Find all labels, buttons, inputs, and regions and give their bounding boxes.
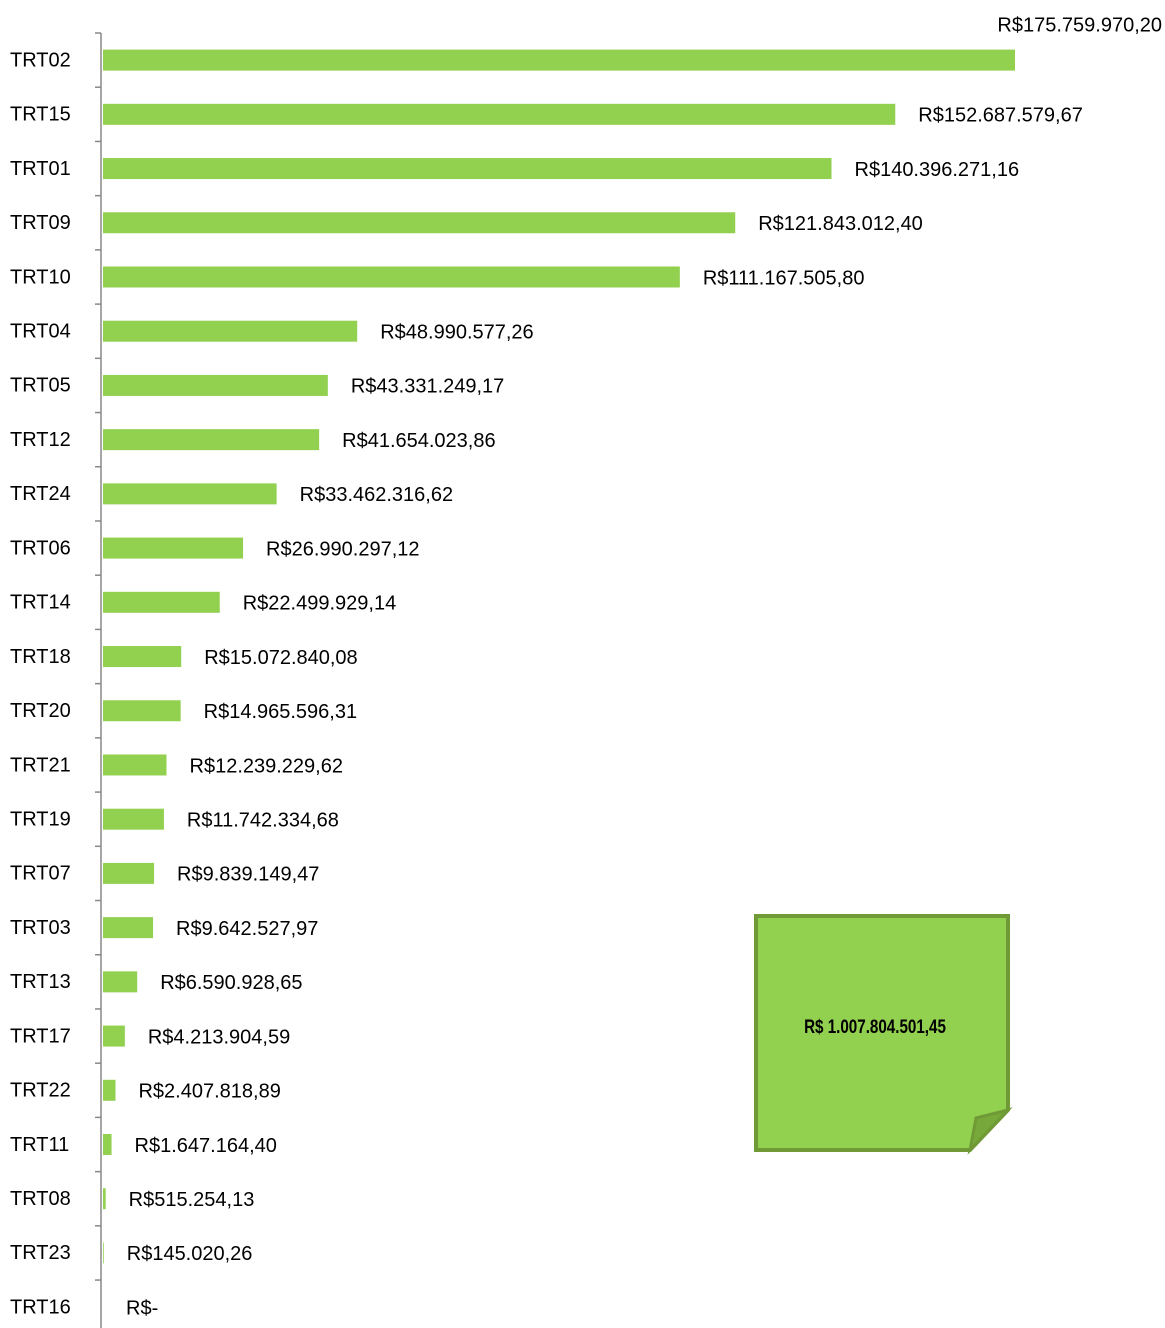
value-label: R$145.020,26 <box>127 1243 253 1265</box>
bar <box>103 483 277 505</box>
value-label: R$121.843.012,40 <box>758 213 923 235</box>
y-tick-label: TRT08 <box>10 1188 71 1210</box>
value-label: R$9.642.527,97 <box>176 918 318 940</box>
y-tick-label: TRT15 <box>10 104 71 126</box>
bar <box>103 1188 106 1210</box>
bar <box>103 1079 116 1101</box>
bar <box>103 103 896 125</box>
bar <box>103 266 680 288</box>
bar <box>103 158 832 180</box>
bar <box>103 591 220 613</box>
bar <box>103 1242 104 1264</box>
annotation-text: R$ 1.007.804.501,45 <box>804 1015 946 1037</box>
bar <box>103 754 167 776</box>
annotation-note: R$ 1.007.804.501,45 <box>754 914 1013 1155</box>
bar <box>103 212 736 234</box>
bar <box>103 429 320 451</box>
bar <box>103 374 328 396</box>
y-tick-label: TRT17 <box>10 1025 71 1047</box>
bar <box>103 700 181 722</box>
bar <box>103 1134 112 1156</box>
value-label: R$515.254,13 <box>129 1189 255 1211</box>
value-label: R$43.331.249,17 <box>351 376 504 398</box>
y-tick-label: TRT11 <box>10 1134 69 1156</box>
value-label: R$1.647.164,40 <box>135 1135 277 1157</box>
bar <box>103 537 244 559</box>
value-label: R$48.990.577,26 <box>380 321 533 343</box>
y-tick-label: TRT21 <box>10 754 71 776</box>
value-label: R$175.759.970,20 <box>997 14 1162 36</box>
value-label: R$22.499.929,14 <box>243 593 396 615</box>
bar <box>103 862 155 884</box>
value-label: R$6.590.928,65 <box>160 972 302 994</box>
y-tick-label: TRT20 <box>10 700 71 722</box>
y-tick-label: TRT02 <box>10 49 71 71</box>
bar <box>103 320 358 342</box>
value-label: R$- <box>126 1297 158 1319</box>
y-tick-label: TRT01 <box>10 158 71 180</box>
y-tick-label: TRT12 <box>10 429 71 451</box>
y-tick-label: TRT07 <box>10 863 71 885</box>
y-tick-label: TRT22 <box>10 1080 71 1102</box>
y-tick-label: TRT14 <box>10 592 71 614</box>
value-label: R$152.687.579,67 <box>918 105 1083 127</box>
y-tick-label: TRT23 <box>10 1242 71 1264</box>
y-tick-label: TRT10 <box>10 266 71 288</box>
bar <box>103 49 1015 71</box>
y-tick-label: TRT04 <box>10 320 71 342</box>
bar <box>103 808 164 830</box>
value-label: R$11.742.334,68 <box>187 809 339 831</box>
y-tick-label: TRT16 <box>10 1296 71 1318</box>
value-label: R$12.239.229,62 <box>190 755 343 777</box>
bar <box>103 971 138 993</box>
value-label: R$26.990.297,12 <box>266 538 419 560</box>
value-label: R$9.839.149,47 <box>177 864 319 886</box>
y-tick-label: TRT18 <box>10 646 71 668</box>
value-label: R$15.072.840,08 <box>204 647 357 669</box>
value-label: R$14.965.596,31 <box>204 701 357 723</box>
y-tick-label: TRT05 <box>10 375 71 397</box>
bar <box>103 1025 125 1047</box>
value-label: R$111.167.505,80 <box>703 267 865 289</box>
y-tick-label: TRT09 <box>10 212 71 234</box>
bar <box>103 646 182 668</box>
y-tick-label: TRT03 <box>10 917 71 939</box>
value-label: R$140.396.271,16 <box>855 159 1020 181</box>
y-tick-label: TRT24 <box>10 483 71 505</box>
bar <box>103 917 154 939</box>
value-label: R$2.407.818,89 <box>138 1081 280 1103</box>
y-tick-label: TRT13 <box>10 971 71 993</box>
note-fold <box>967 1107 1013 1155</box>
y-tick-label: TRT19 <box>10 808 71 830</box>
value-label: R$41.654.023,86 <box>342 430 495 452</box>
y-tick-label: TRT06 <box>10 537 71 559</box>
value-label: R$4.213.904,59 <box>148 1026 290 1048</box>
value-label: R$33.462.316,62 <box>300 484 453 506</box>
